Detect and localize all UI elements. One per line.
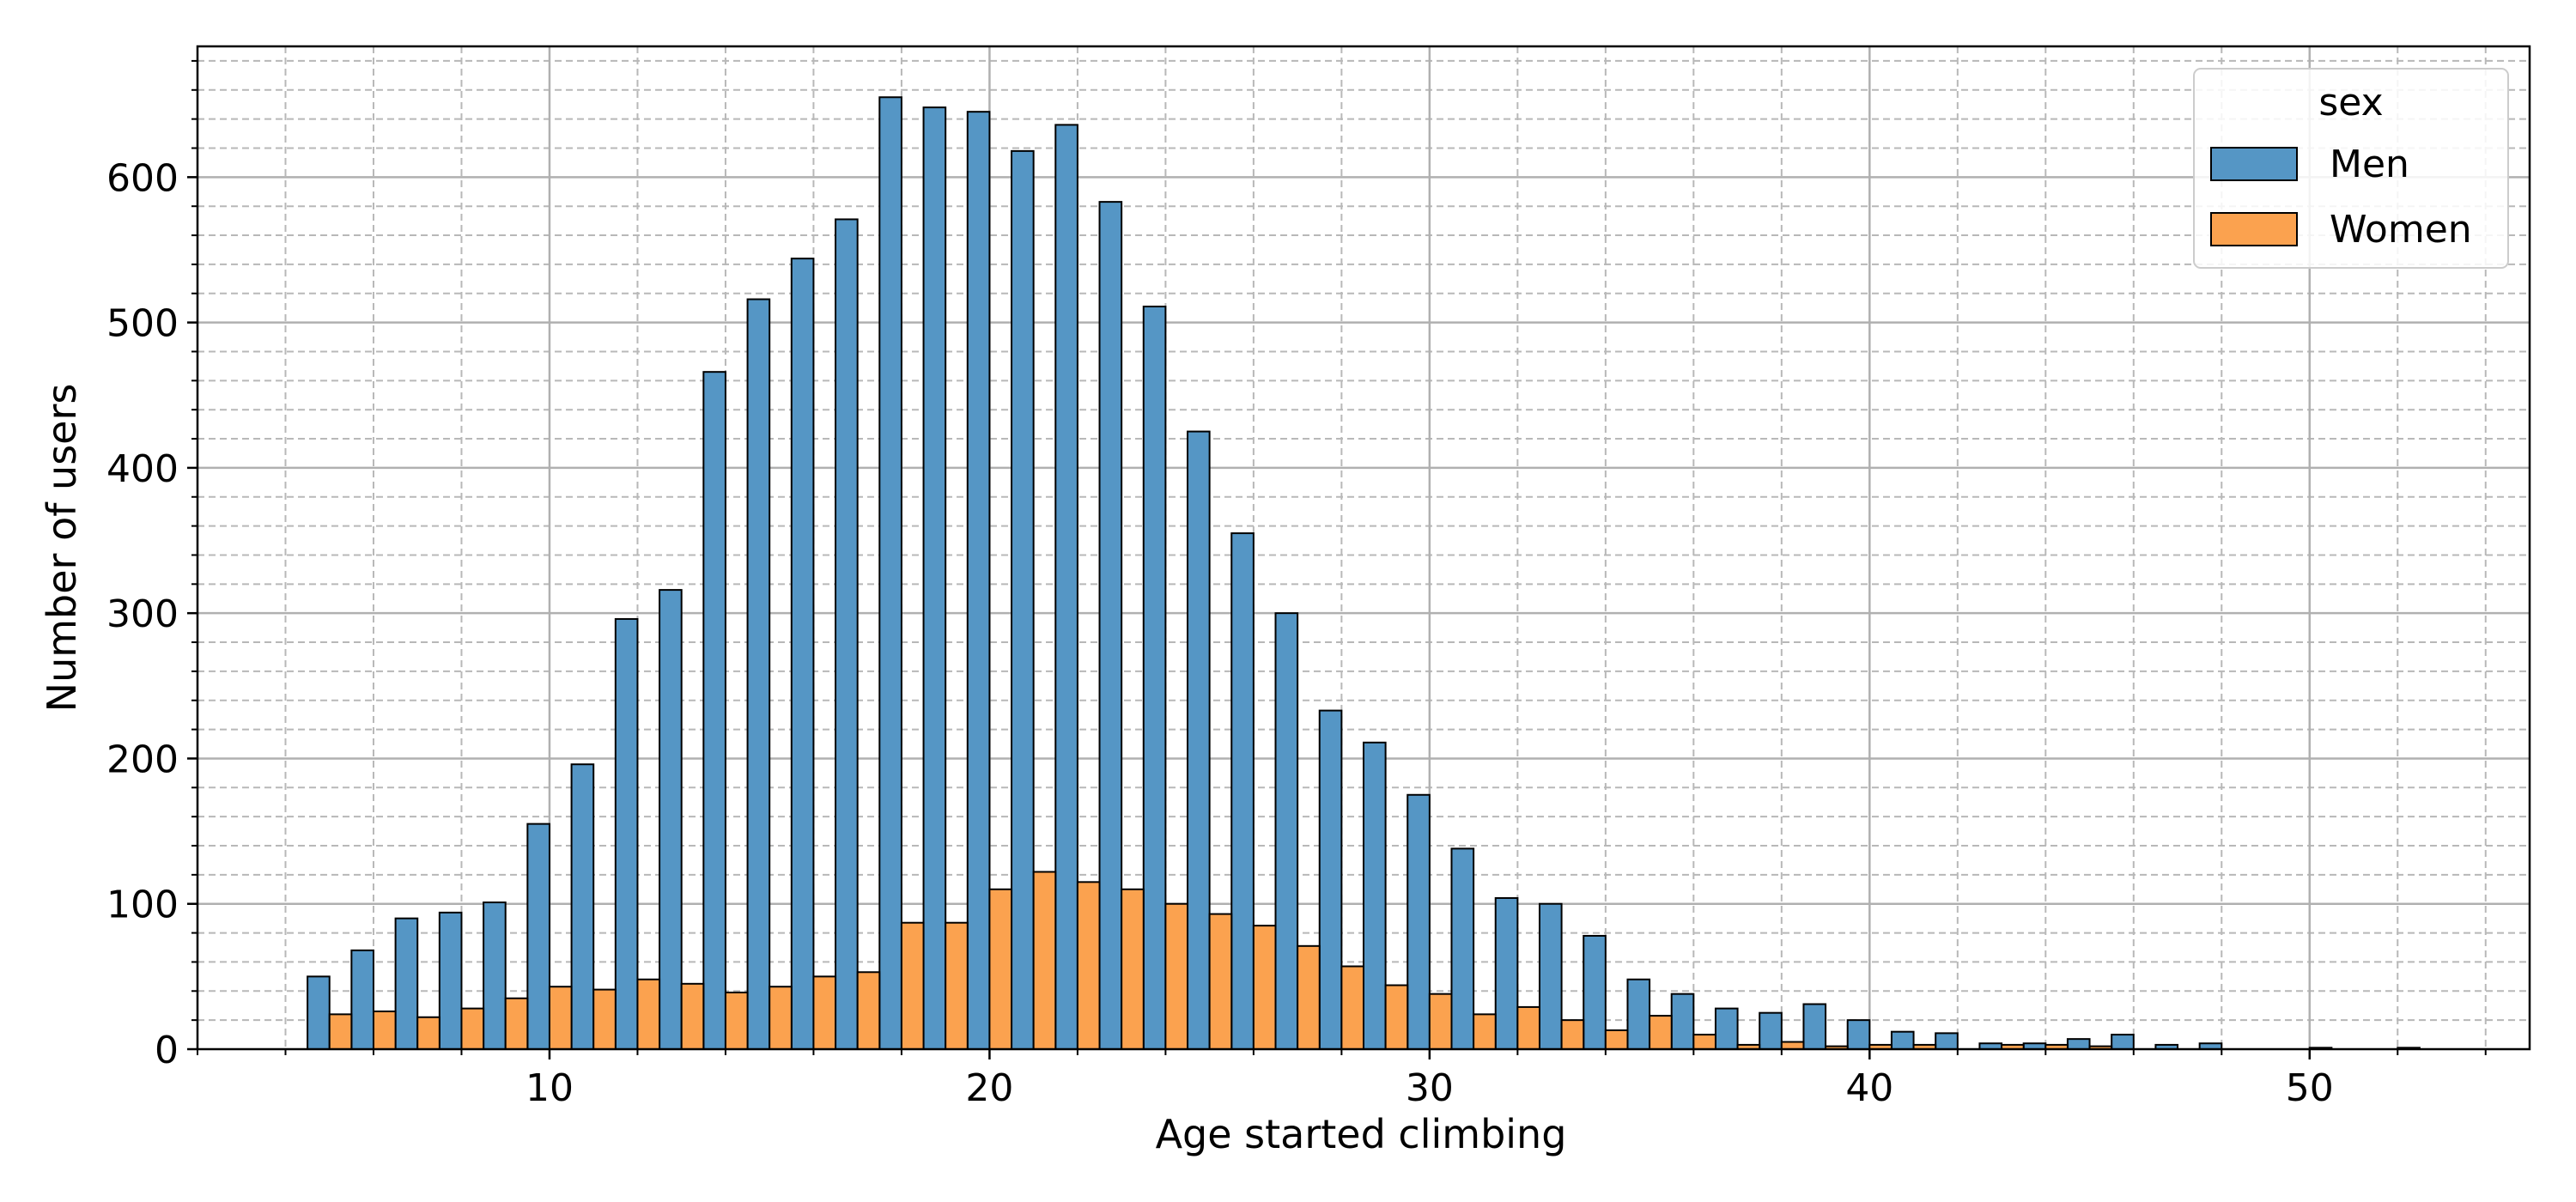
bar-men <box>1890 1030 1915 1051</box>
bar-women <box>1297 944 1321 1050</box>
y-tick-label: 400 <box>106 447 179 491</box>
bar-men <box>1054 124 1078 1050</box>
bar-men <box>702 371 726 1050</box>
bar-men <box>1846 1019 1871 1050</box>
legend-label-women: Women <box>2330 208 2472 252</box>
bar-women <box>812 975 837 1050</box>
bar-women <box>856 971 881 1050</box>
bar-men <box>1011 149 1035 1050</box>
bar-women <box>1340 965 1364 1051</box>
bar-women <box>900 921 925 1051</box>
bar-men <box>1318 709 1343 1050</box>
bar-men <box>1187 430 1211 1050</box>
bar-women <box>1516 1005 1540 1051</box>
bar-men <box>1714 1007 1739 1051</box>
bar-men <box>2111 1034 2135 1051</box>
bar-women <box>1473 1013 1497 1050</box>
bar-women <box>1384 984 1409 1050</box>
bar-men <box>1406 793 1431 1050</box>
legend-swatch-women <box>2210 212 2298 246</box>
bar-men <box>438 911 463 1050</box>
y-tick-label: 600 <box>106 156 179 200</box>
bar-women <box>548 986 573 1050</box>
bar-men <box>1802 1003 1827 1051</box>
y-tick-label: 100 <box>106 883 179 927</box>
bar-men <box>835 218 859 1050</box>
bar-men <box>790 258 815 1050</box>
x-tick-label: 10 <box>526 1066 574 1110</box>
bar-women <box>1076 881 1101 1051</box>
bar-men <box>1626 978 1651 1050</box>
bar-men <box>1494 896 1519 1050</box>
y-tick-label: 0 <box>155 1029 179 1072</box>
bar-men <box>1583 934 1607 1050</box>
legend: sex Men Women <box>2193 68 2509 269</box>
bar-men <box>1274 612 1299 1050</box>
bar-men <box>1935 1032 1959 1051</box>
x-tick-label: 20 <box>965 1066 1013 1110</box>
bar-men <box>570 763 595 1050</box>
y-tick-label: 200 <box>106 738 179 781</box>
x-tick-label: 30 <box>1406 1066 1454 1110</box>
bar-men <box>966 111 991 1050</box>
bar-women <box>769 986 793 1050</box>
bar-men <box>1363 741 1387 1050</box>
bar-men <box>483 902 507 1050</box>
bar-men <box>394 917 419 1051</box>
bar-women <box>636 978 661 1050</box>
bar-women <box>372 1010 397 1050</box>
legend-swatch-men <box>2210 147 2298 181</box>
bar-women <box>592 988 617 1050</box>
bar-men <box>746 298 771 1050</box>
y-tick-label: 300 <box>106 592 179 636</box>
bar-women <box>328 1013 353 1050</box>
bar-women <box>460 1007 485 1051</box>
bar-women <box>1428 993 1453 1051</box>
bar-women <box>504 997 529 1051</box>
bar-women <box>1208 913 1233 1050</box>
bar-women <box>1252 925 1277 1051</box>
bar-men <box>1450 847 1475 1051</box>
bar-women <box>1032 871 1057 1051</box>
bar-men <box>350 949 374 1050</box>
bar-women <box>680 982 705 1050</box>
x-axis-title: Age started climbing <box>1156 1111 1567 1157</box>
bar-men <box>307 975 331 1050</box>
bar-men <box>659 589 683 1050</box>
bar-men <box>1538 902 1563 1050</box>
bar-men <box>2066 1038 2091 1051</box>
bar-men <box>1230 532 1255 1050</box>
bar-women <box>1560 1019 1585 1050</box>
axes <box>187 45 2531 1059</box>
bar-men <box>526 823 550 1050</box>
bar-women <box>724 991 749 1051</box>
bar-women <box>1692 1034 1716 1051</box>
bar-men <box>878 96 902 1051</box>
bar-men <box>922 106 947 1050</box>
bar-women <box>988 888 1013 1051</box>
bars <box>307 96 2421 1051</box>
bar-men <box>1759 1011 1783 1050</box>
bar-men <box>1098 201 1123 1050</box>
legend-label-men: Men <box>2330 143 2409 186</box>
y-axis-title: Number of users <box>39 384 85 713</box>
bar-women <box>1780 1041 1805 1051</box>
bar-men <box>1670 993 1695 1051</box>
bar-women <box>416 1016 440 1050</box>
bar-men <box>614 617 639 1051</box>
bar-women <box>945 921 969 1051</box>
bar-women <box>1121 888 1145 1051</box>
bar-women <box>1164 902 1189 1050</box>
legend-title: sex <box>2318 81 2383 124</box>
y-tick-label: 500 <box>106 302 179 346</box>
x-tick-label: 50 <box>2286 1066 2334 1110</box>
bar-men <box>1142 306 1167 1051</box>
bar-women <box>1604 1029 1629 1051</box>
x-tick-label: 40 <box>1845 1066 1893 1110</box>
bar-women <box>1649 1015 1673 1050</box>
plot-frame <box>196 45 2531 1051</box>
